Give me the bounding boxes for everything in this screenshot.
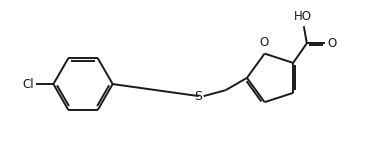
Text: O: O bbox=[259, 36, 268, 49]
Text: Cl: Cl bbox=[23, 78, 35, 91]
Text: O: O bbox=[327, 37, 337, 50]
Text: S: S bbox=[194, 90, 202, 103]
Text: HO: HO bbox=[294, 10, 312, 23]
